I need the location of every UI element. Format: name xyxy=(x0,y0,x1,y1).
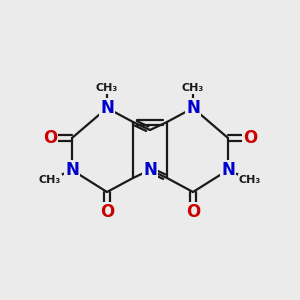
Text: O: O xyxy=(43,129,57,147)
Text: O: O xyxy=(186,203,200,221)
Text: N: N xyxy=(221,161,235,179)
Text: N: N xyxy=(100,99,114,117)
Text: CH₃: CH₃ xyxy=(96,83,118,93)
Text: CH₃: CH₃ xyxy=(239,175,261,185)
Text: N: N xyxy=(65,161,79,179)
Text: CH₃: CH₃ xyxy=(39,175,61,185)
Text: O: O xyxy=(243,129,257,147)
Text: O: O xyxy=(100,203,114,221)
Text: CH₃: CH₃ xyxy=(182,83,204,93)
Text: N: N xyxy=(143,161,157,179)
Text: N: N xyxy=(186,99,200,117)
